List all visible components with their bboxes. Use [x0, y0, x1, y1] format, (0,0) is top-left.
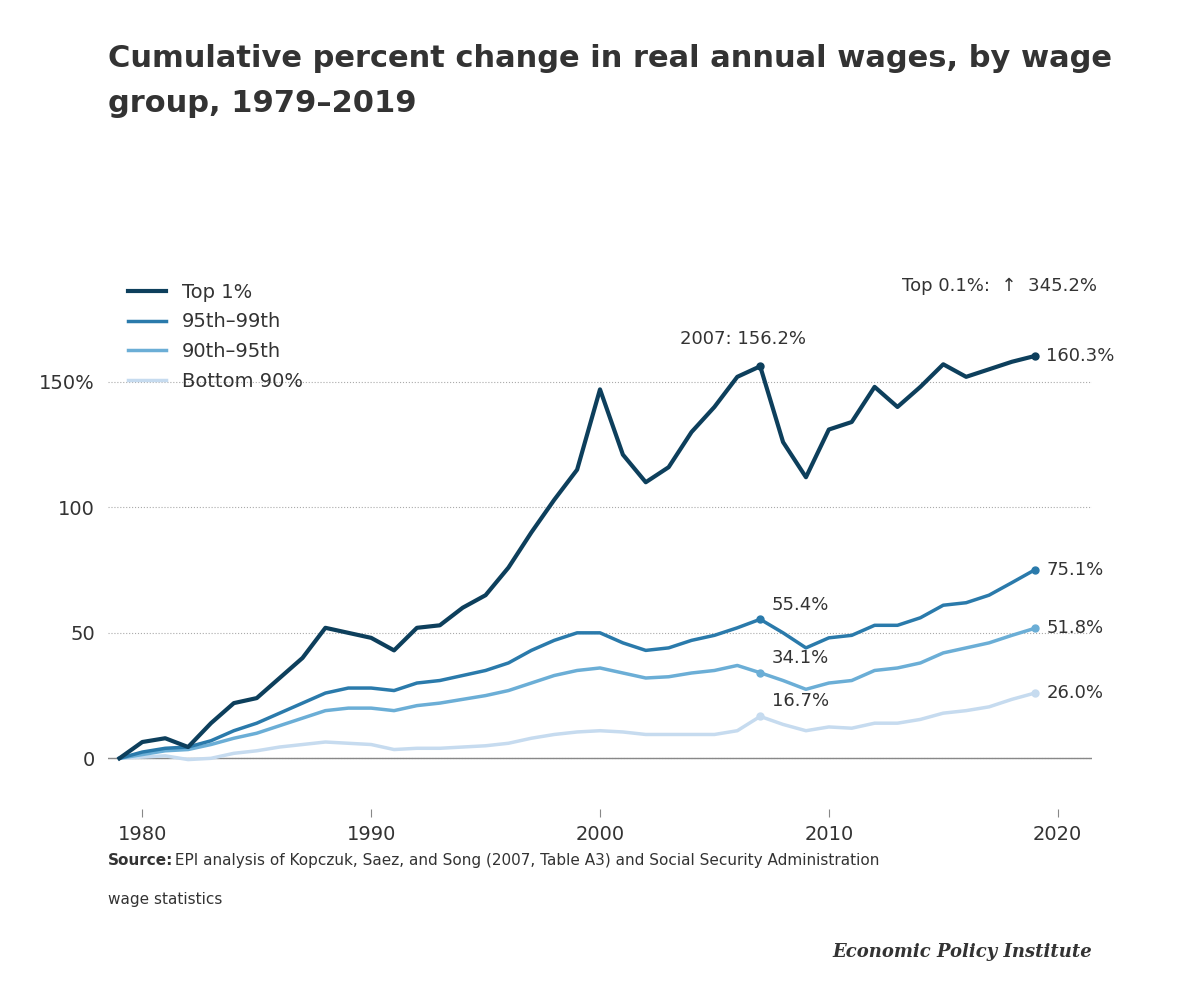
- Text: 16.7%: 16.7%: [772, 691, 829, 710]
- Text: wage statistics: wage statistics: [108, 892, 222, 907]
- Text: EPI analysis of Kopczuk, Saez, and Song (2007, Table A3) and Social Security Adm: EPI analysis of Kopczuk, Saez, and Song …: [170, 853, 880, 868]
- Text: 51.8%: 51.8%: [1046, 619, 1103, 637]
- Text: Source:: Source:: [108, 853, 173, 868]
- Text: 75.1%: 75.1%: [1046, 561, 1104, 579]
- Text: 2007: 156.2%: 2007: 156.2%: [680, 330, 806, 348]
- Text: Top 0.1%:  ↑  345.2%: Top 0.1%: ↑ 345.2%: [902, 277, 1097, 296]
- Text: Economic Policy Institute: Economic Policy Institute: [833, 944, 1092, 961]
- Text: 26.0%: 26.0%: [1046, 684, 1103, 702]
- Text: group, 1979–2019: group, 1979–2019: [108, 89, 416, 117]
- Text: 55.4%: 55.4%: [772, 597, 829, 614]
- Legend: Top 1%, 95th–99th, 90th–95th, Bottom 90%: Top 1%, 95th–99th, 90th–95th, Bottom 90%: [127, 283, 304, 390]
- Text: Cumulative percent change in real annual wages, by wage: Cumulative percent change in real annual…: [108, 44, 1112, 73]
- Text: 160.3%: 160.3%: [1046, 347, 1115, 365]
- Text: 34.1%: 34.1%: [772, 649, 829, 667]
